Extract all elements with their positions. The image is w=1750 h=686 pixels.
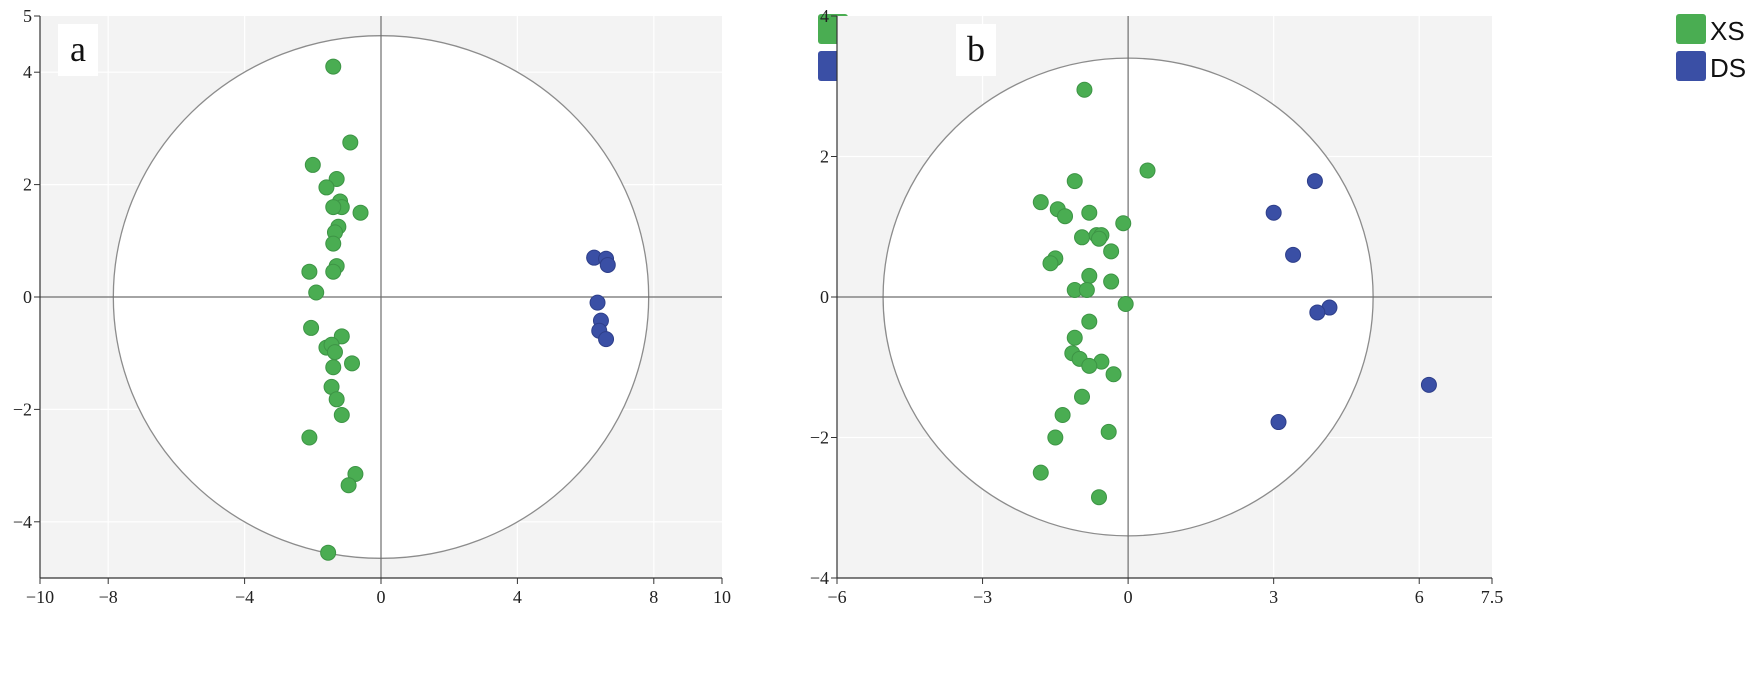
- x-tick-label: −8: [99, 587, 118, 607]
- x-tick-label: 0: [1124, 587, 1133, 607]
- y-tick-label: 2: [820, 147, 829, 167]
- data-point-xs: [1074, 388, 1091, 405]
- series-xs-a: [301, 58, 369, 561]
- data-point-xs: [1081, 267, 1098, 284]
- data-point-xs: [304, 156, 321, 173]
- data-point-xs: [1091, 230, 1107, 247]
- y-tick-label: −4: [13, 512, 32, 532]
- data-point-xs: [1115, 215, 1132, 232]
- data-point-xs: [1139, 162, 1156, 179]
- data-point-xs: [1042, 255, 1059, 272]
- data-point-xs: [333, 407, 350, 424]
- data-point-xs: [326, 344, 343, 361]
- x-tick-label: 3: [1269, 587, 1278, 607]
- data-point-xs: [1047, 429, 1064, 446]
- data-point-xs: [1081, 204, 1098, 221]
- data-point-xs: [1054, 407, 1071, 424]
- y-tick-label: 0: [23, 287, 32, 307]
- data-point-xs: [1117, 296, 1134, 313]
- legend-b: XS DS: [1676, 14, 1746, 83]
- data-point-xs: [303, 319, 320, 336]
- data-point-ds: [1265, 204, 1282, 221]
- data-point-xs: [1032, 194, 1049, 211]
- x-tick-label: 0: [377, 587, 386, 607]
- data-point-xs: [325, 359, 342, 376]
- y-tick-label: −2: [13, 399, 32, 419]
- data-point-xs: [1100, 423, 1117, 440]
- data-point-xs: [1091, 489, 1107, 506]
- data-point-xs: [1076, 81, 1093, 98]
- legend-swatch-ds: [1676, 51, 1706, 81]
- data-point-xs: [328, 391, 345, 408]
- y-tick-label: 5: [23, 6, 32, 26]
- x-tick-label: 8: [649, 587, 658, 607]
- x-tick-label: −3: [973, 587, 992, 607]
- data-point-ds: [589, 294, 606, 311]
- data-point-ds: [1306, 173, 1323, 190]
- data-point-ds: [1309, 304, 1326, 321]
- data-point-xs: [352, 204, 369, 221]
- y-tick-label: −4: [810, 568, 829, 588]
- data-point-xs: [308, 284, 325, 301]
- data-point-xs: [1066, 329, 1083, 346]
- data-point-xs: [318, 179, 335, 196]
- y-tick-label: 4: [820, 6, 829, 26]
- series-ds-a: [586, 249, 616, 348]
- data-point-xs: [301, 263, 318, 280]
- data-point-xs: [340, 477, 357, 494]
- score-plot-panel-b: −6 −3 0 3 6 7.5 −4 −2 0 2 4 b XS DS: [810, 6, 1746, 607]
- data-point-xs: [1103, 243, 1120, 260]
- data-point-xs: [1105, 366, 1122, 383]
- y-tick-label: 2: [23, 175, 32, 195]
- data-point-xs: [1103, 273, 1120, 290]
- data-point-xs: [325, 58, 342, 75]
- panel-label-box: [956, 24, 996, 76]
- y-tick-label: 4: [23, 62, 32, 82]
- panel-label-box: [58, 24, 98, 76]
- data-point-xs: [1074, 229, 1091, 246]
- data-point-xs: [325, 263, 342, 280]
- x-tick-label: −10: [26, 587, 54, 607]
- data-point-xs: [301, 429, 318, 446]
- x-tick-label: 7.5: [1481, 587, 1504, 607]
- data-point-xs: [344, 355, 361, 372]
- legend-swatch-xs: [1676, 14, 1706, 44]
- data-point-xs: [325, 199, 342, 216]
- data-point-xs: [1066, 173, 1083, 190]
- panel-label: a: [70, 29, 86, 69]
- data-point-ds: [598, 331, 615, 348]
- y-tick-label: 0: [820, 287, 829, 307]
- data-point-ds: [1270, 414, 1287, 431]
- x-tick-label: −6: [827, 587, 846, 607]
- data-point-xs: [1057, 208, 1074, 225]
- x-tick-label: 10: [713, 587, 731, 607]
- data-point-xs: [320, 544, 337, 561]
- panel-label: b: [967, 29, 985, 69]
- data-point-xs: [1032, 464, 1049, 481]
- x-tick-label: 4: [513, 587, 522, 607]
- data-point-ds: [1420, 376, 1437, 393]
- data-point-xs: [325, 235, 342, 252]
- y-tick-label: −2: [810, 428, 829, 448]
- data-point-ds: [599, 256, 616, 273]
- data-point-xs: [1078, 281, 1095, 298]
- x-tick-label: 6: [1415, 587, 1424, 607]
- data-point-xs: [342, 134, 359, 151]
- data-point-ds: [1285, 246, 1302, 263]
- series-ds-b: [1265, 173, 1437, 431]
- x-tick-label: −4: [235, 587, 254, 607]
- series-xs-b: [1032, 81, 1156, 506]
- data-point-xs: [1081, 357, 1098, 374]
- legend-label-ds: DS: [1710, 53, 1746, 83]
- data-point-xs: [1081, 313, 1098, 330]
- legend-label-xs: XS: [1710, 16, 1745, 46]
